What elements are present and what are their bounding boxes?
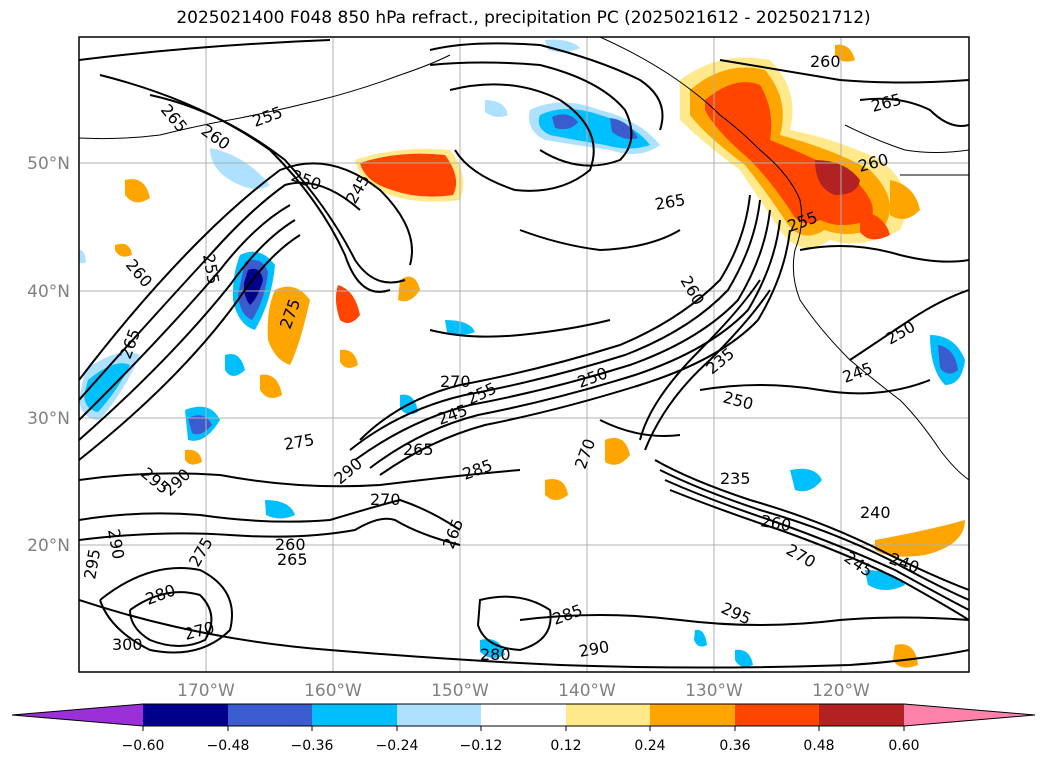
colorbar-tick-label: 0.60 [888, 738, 919, 754]
map-plot: 265 260 255 250 245 260 255 265 275 260 … [79, 37, 969, 672]
colorbar-tick-label: 0.12 [550, 738, 581, 754]
latitude-labels: 50°N 40°N 30°N 20°N [27, 154, 70, 556]
colorbar-segment [650, 704, 735, 726]
refractivity-contours [79, 39, 969, 669]
colorbar-segment [566, 704, 650, 726]
colorbar-segment [228, 704, 312, 726]
lon-label: 140°W [558, 681, 616, 701]
colorbar-tick-label: −0.36 [291, 738, 334, 754]
contour-label: 270 [440, 372, 471, 391]
colorbar-segment [143, 704, 228, 726]
contour-label: 260 [275, 535, 306, 554]
lat-label: 50°N [27, 154, 70, 174]
lat-label: 40°N [27, 282, 70, 302]
lon-label: 120°W [812, 681, 870, 701]
contour-label: 235 [720, 469, 751, 488]
graticule [79, 37, 969, 672]
contour-label: 265 [277, 550, 308, 569]
colorbar-segment [819, 704, 904, 726]
longitude-labels: 170°W 160°W 150°W 140°W 130°W 120°W [177, 681, 870, 701]
precip-positive-fills [115, 44, 965, 668]
precip-negative-fills [79, 39, 965, 667]
colorbar-tick-label: 0.36 [719, 738, 750, 754]
colorbar-segment [735, 704, 819, 726]
contour-label: 300 [112, 635, 143, 654]
lon-label: 170°W [177, 681, 235, 701]
lon-label: 150°W [431, 681, 489, 701]
map-frame [78, 36, 970, 673]
lon-label: 130°W [685, 681, 743, 701]
colorbar-tick-label: −0.24 [376, 738, 419, 754]
colorbar-tick-label: 0.24 [634, 738, 665, 754]
colorbar-tick-label: 0.48 [803, 738, 834, 754]
map-title: 2025021400 F048 850 hPa refract., precip… [176, 8, 871, 28]
colorbar-segment [312, 704, 397, 726]
lon-label: 160°W [304, 681, 362, 701]
coastlines [79, 37, 969, 481]
colorbar-tick-label: −0.48 [207, 738, 250, 754]
lat-label: 20°N [27, 536, 70, 556]
colorbar-tick-label: −0.12 [460, 738, 503, 754]
colorbar-segment [397, 704, 481, 726]
contour-label: 260 [810, 52, 841, 71]
contour-label: 280 [480, 645, 511, 664]
colorbar: −0.60 −0.48 −0.36 −0.24 −0.12 0.12 0.24 … [11, 703, 1036, 754]
lat-label: 30°N [27, 409, 70, 429]
contour-label: 240 [860, 503, 891, 522]
contour-label: 270 [370, 490, 401, 509]
colorbar-segment [12, 704, 143, 726]
contour-label: 265 [403, 440, 434, 459]
colorbar-segment [481, 704, 566, 726]
colorbar-tick-label: −0.60 [122, 738, 165, 754]
colorbar-segment [904, 704, 1035, 726]
